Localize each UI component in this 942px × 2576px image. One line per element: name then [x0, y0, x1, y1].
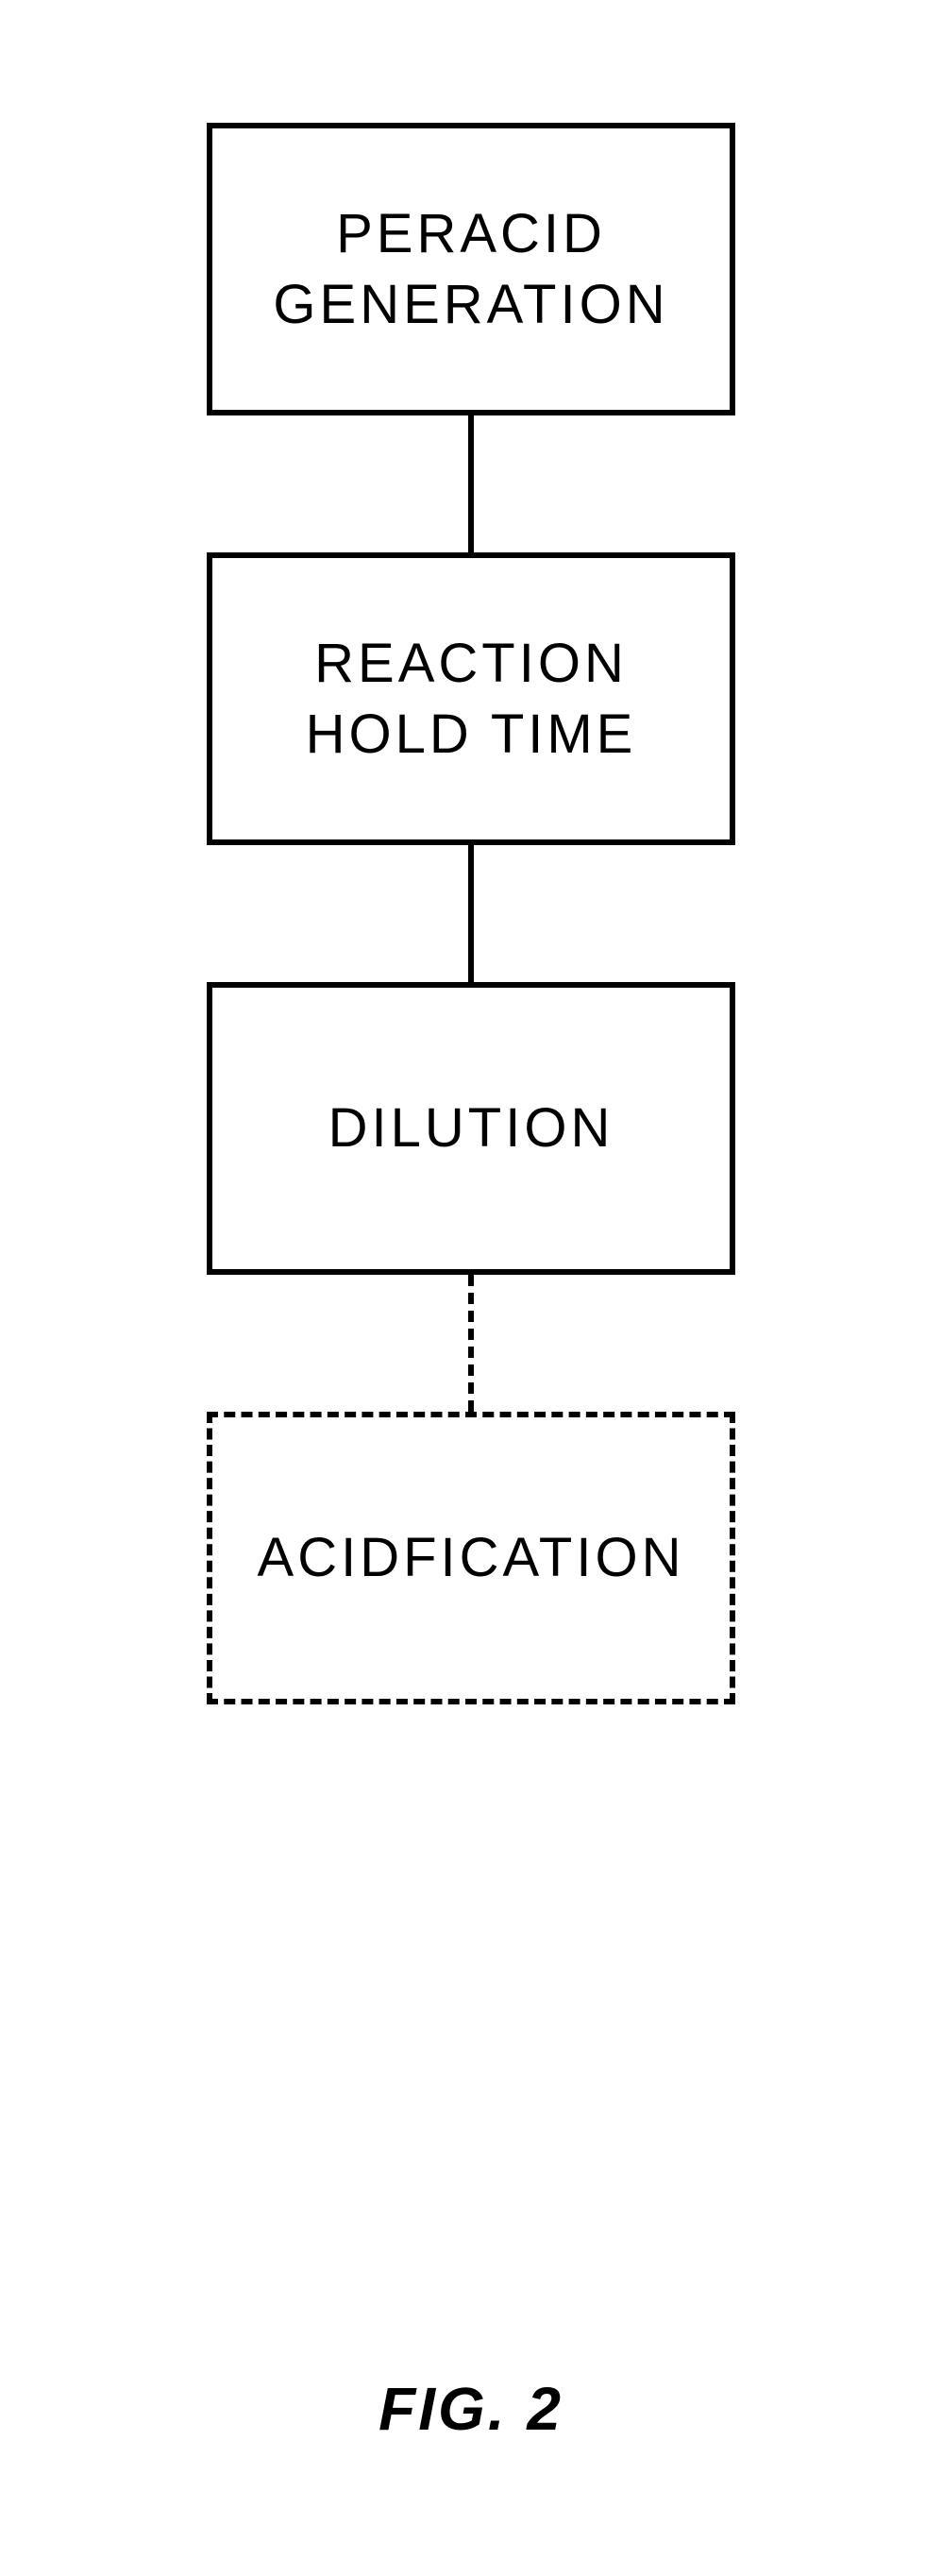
- figure-label: FIG. 2: [378, 2374, 564, 2444]
- flowchart-node-reaction-hold-time: REACTION HOLD TIME: [207, 552, 735, 845]
- node-text-line: GENERATION: [273, 269, 668, 340]
- flowchart-connector: [468, 845, 474, 982]
- node-text-line: ACIDFICATION: [258, 1522, 685, 1593]
- node-text-line: HOLD TIME: [306, 699, 637, 770]
- flowchart-node-acidification: ACIDFICATION: [207, 1412, 735, 1704]
- flowchart-node-peracid-generation: PERACID GENERATION: [207, 123, 735, 415]
- node-text-line: REACTION: [314, 628, 628, 699]
- flowchart-connector: [468, 415, 474, 552]
- flowchart-node-dilution: DILUTION: [207, 982, 735, 1275]
- flowchart-connector-dashed: [468, 1275, 474, 1412]
- node-text-line: DILUTION: [328, 1093, 614, 1163]
- node-text-line: PERACID: [336, 198, 606, 269]
- flowchart-container: PERACID GENERATION REACTION HOLD TIME DI…: [207, 123, 735, 1704]
